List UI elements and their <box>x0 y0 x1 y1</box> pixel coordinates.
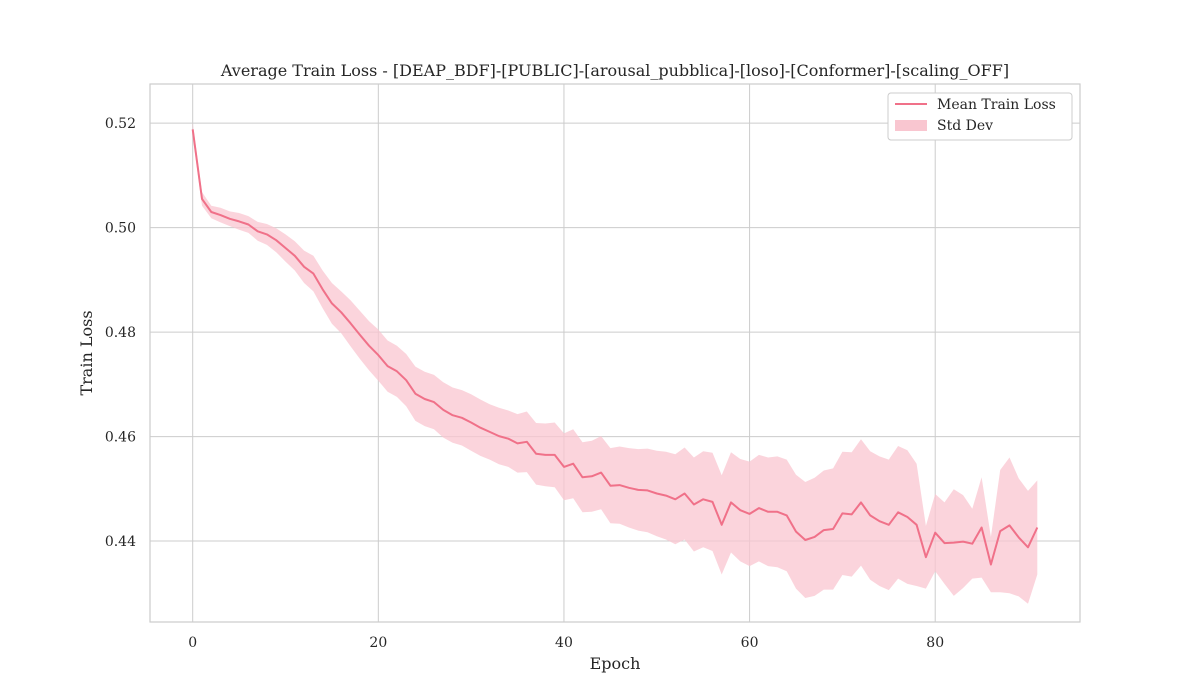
mean-line-group <box>191 129 1039 566</box>
y-tick-label: 0.44 <box>105 534 136 550</box>
x-tick-labels: 0 20 40 60 80 <box>188 635 944 651</box>
legend-label-mean: Mean Train Loss <box>937 97 1056 113</box>
legend-band-swatch <box>895 120 927 131</box>
x-tick-label: 60 <box>741 635 759 651</box>
x-axis-label: Epoch <box>590 654 641 673</box>
legend-label-std: Std Dev <box>937 118 993 134</box>
y-tick-label: 0.50 <box>105 221 136 237</box>
chart-title: Average Train Loss - [DEAP_BDF]-[PUBLIC]… <box>220 61 1009 80</box>
std-dev-band <box>192 122 1038 604</box>
y-axis-label: Train Loss <box>77 310 96 395</box>
std-dev-band-group <box>192 122 1038 604</box>
y-tick-label: 0.48 <box>105 325 136 341</box>
legend-box <box>887 92 1073 141</box>
plot-frame <box>149 83 1081 623</box>
x-tick-label: 40 <box>555 635 573 651</box>
x-tick-label: 0 <box>188 635 197 651</box>
x-tick-label: 80 <box>926 635 944 651</box>
y-tick-labels: 0.44 0.46 0.48 0.50 0.52 <box>105 116 136 550</box>
y-tick-label: 0.52 <box>105 116 136 132</box>
mean-train-loss-line <box>191 129 1039 566</box>
x-tick-label: 20 <box>369 635 387 651</box>
legend: Mean Train Loss Std Dev <box>887 92 1073 141</box>
y-tick-label: 0.46 <box>105 430 136 446</box>
